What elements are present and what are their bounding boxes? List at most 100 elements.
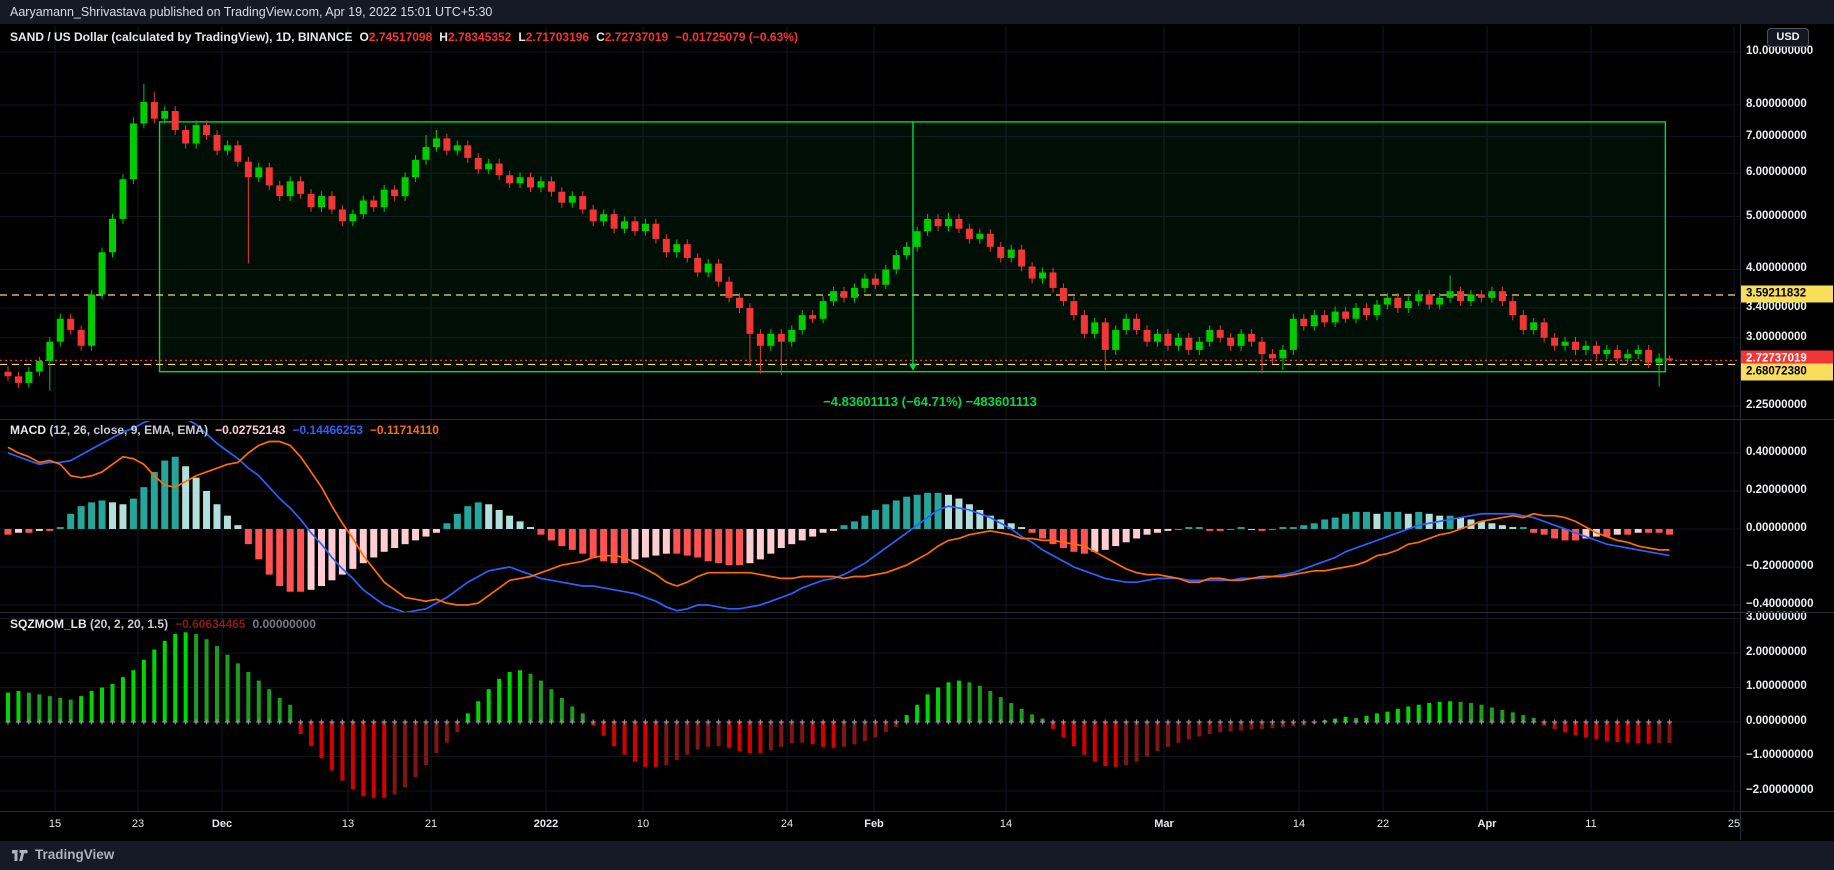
- candle[interactable]: [4, 371, 12, 377]
- candle[interactable]: [1477, 294, 1485, 298]
- candle[interactable]: [129, 123, 137, 180]
- candle[interactable]: [809, 315, 817, 319]
- candle[interactable]: [150, 102, 158, 119]
- candle[interactable]: [997, 246, 1005, 258]
- candle[interactable]: [1530, 322, 1538, 330]
- candle[interactable]: [161, 110, 169, 119]
- candle[interactable]: [976, 233, 984, 239]
- candle[interactable]: [1383, 297, 1391, 305]
- candle[interactable]: [955, 218, 963, 229]
- candle[interactable]: [1258, 341, 1266, 355]
- candle[interactable]: [1561, 341, 1569, 346]
- candle[interactable]: [234, 145, 242, 162]
- sqzmom-pane[interactable]: [5, 632, 1673, 798]
- candle[interactable]: [1133, 318, 1141, 330]
- candle[interactable]: [1174, 337, 1182, 346]
- candle[interactable]: [1394, 297, 1402, 309]
- candle[interactable]: [913, 231, 921, 247]
- candle[interactable]: [255, 167, 263, 178]
- candle[interactable]: [1624, 354, 1632, 359]
- candle[interactable]: [1540, 322, 1548, 338]
- candle[interactable]: [464, 145, 472, 158]
- candle[interactable]: [903, 246, 911, 256]
- candle[interactable]: [662, 238, 670, 253]
- candle[interactable]: [77, 329, 85, 346]
- candle[interactable]: [788, 329, 796, 342]
- candle[interactable]: [1603, 349, 1611, 355]
- candle[interactable]: [391, 189, 399, 197]
- candle[interactable]: [1467, 294, 1475, 302]
- candle[interactable]: [1436, 297, 1444, 305]
- candle[interactable]: [1321, 315, 1329, 323]
- candle[interactable]: [203, 125, 211, 135]
- candle[interactable]: [1592, 345, 1600, 355]
- candle[interactable]: [182, 129, 190, 144]
- candle[interactable]: [349, 214, 357, 222]
- candle[interactable]: [1655, 358, 1663, 363]
- candle[interactable]: [725, 281, 733, 298]
- candle[interactable]: [380, 189, 388, 208]
- candle[interactable]: [579, 196, 587, 210]
- candle[interactable]: [600, 214, 608, 222]
- candle[interactable]: [610, 214, 618, 229]
- candle[interactable]: [1122, 318, 1130, 330]
- candle[interactable]: [621, 221, 629, 229]
- candle[interactable]: [767, 333, 775, 346]
- candle[interactable]: [756, 333, 764, 346]
- candle[interactable]: [1237, 333, 1245, 346]
- price-pane[interactable]: −4.83601113 (−64.71%) −483601113: [0, 83, 1740, 409]
- candle[interactable]: [1446, 291, 1454, 298]
- candle[interactable]: [88, 294, 96, 346]
- candle[interactable]: [1613, 349, 1621, 359]
- candle[interactable]: [641, 223, 649, 232]
- candle[interactable]: [443, 138, 451, 151]
- candle[interactable]: [861, 278, 869, 288]
- tradingview-brand[interactable]: TradingView: [12, 847, 114, 862]
- symbol-legend[interactable]: SAND / US Dollar (calculated by TradingV…: [10, 30, 798, 44]
- candle[interactable]: [223, 145, 231, 151]
- candle[interactable]: [798, 315, 806, 330]
- candle[interactable]: [1227, 337, 1235, 346]
- candle[interactable]: [1164, 333, 1172, 346]
- candle[interactable]: [495, 163, 503, 176]
- candle[interactable]: [558, 191, 566, 203]
- candle[interactable]: [568, 196, 576, 203]
- candle[interactable]: [736, 297, 743, 309]
- candle[interactable]: [119, 179, 127, 219]
- candle[interactable]: [46, 341, 54, 361]
- candle[interactable]: [1363, 308, 1370, 316]
- sqzmom-legend[interactable]: SQZMOM_LB (20, 2, 20, 1.5) −0.60634465 0.0…: [10, 617, 316, 631]
- candle[interactable]: [338, 209, 346, 222]
- candle[interactable]: [1404, 301, 1412, 309]
- candle[interactable]: [453, 145, 461, 151]
- candle[interactable]: [934, 218, 942, 227]
- candle[interactable]: [1300, 318, 1308, 327]
- candle[interactable]: [1101, 322, 1109, 350]
- candle[interactable]: [474, 157, 482, 170]
- candle[interactable]: [1488, 291, 1496, 298]
- candle[interactable]: [1007, 249, 1015, 258]
- pane-separator[interactable]: [0, 612, 1834, 613]
- macd-legend[interactable]: MACD (12, 26, close, 9, EMA, EMA) −0.0275…: [10, 423, 439, 437]
- candle[interactable]: [1049, 272, 1057, 288]
- candle[interactable]: [850, 287, 858, 298]
- candle[interactable]: [516, 177, 524, 184]
- candle[interactable]: [871, 278, 879, 285]
- candle[interactable]: [1342, 311, 1350, 319]
- candle[interactable]: [328, 196, 336, 210]
- candle[interactable]: [171, 110, 179, 130]
- candle[interactable]: [14, 376, 22, 383]
- candle[interactable]: [67, 318, 75, 330]
- candle[interactable]: [819, 301, 827, 319]
- candle[interactable]: [265, 167, 273, 186]
- candle[interactable]: [1509, 301, 1517, 316]
- candle[interactable]: [1582, 345, 1590, 350]
- candle[interactable]: [244, 161, 252, 178]
- candle[interactable]: [485, 163, 493, 170]
- candle[interactable]: [412, 159, 420, 178]
- candle[interactable]: [777, 333, 785, 342]
- pane-separator[interactable]: [0, 419, 1834, 420]
- candle[interactable]: [537, 181, 545, 188]
- candle[interactable]: [1018, 249, 1026, 267]
- candle[interactable]: [589, 209, 597, 222]
